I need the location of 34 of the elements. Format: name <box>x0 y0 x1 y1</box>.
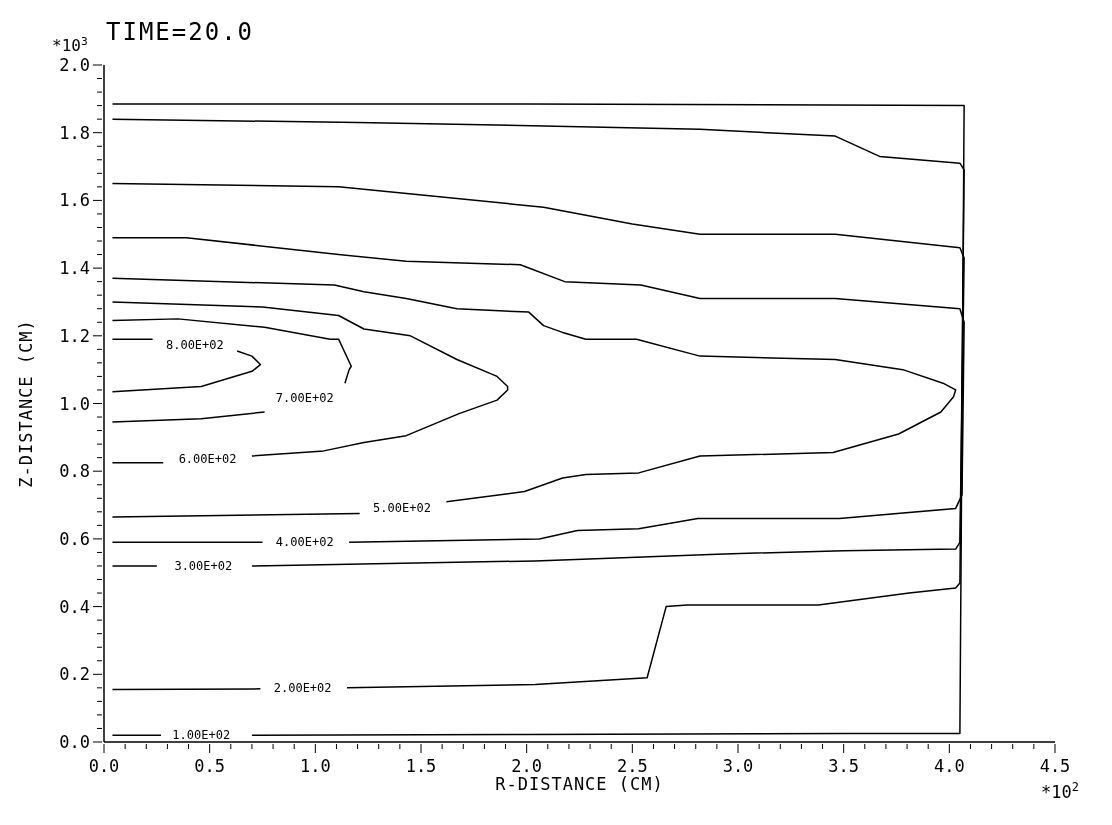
x-tick-label: 1.0 <box>299 756 331 776</box>
x-tick-label: 0.0 <box>88 756 120 776</box>
series-label: 4.00E+02 <box>275 535 334 550</box>
series-label: 7.00E+02 <box>275 390 334 405</box>
y-tick-label: 0.0 <box>59 732 90 752</box>
x-tick-label: 2.5 <box>616 756 648 776</box>
series-label: 3.00E+02 <box>174 558 233 573</box>
x-axis-title: R-DISTANCE (CM) <box>495 774 664 794</box>
y-tick-label: 1.4 <box>59 258 90 279</box>
y-tick-label: 1.8 <box>59 122 90 143</box>
x-tick-label: 1.5 <box>405 756 437 776</box>
y-tick-label: 1.6 <box>59 190 90 211</box>
y-tick-label: 0.2 <box>59 664 90 685</box>
chart-title: TIME=20.0 <box>106 18 255 46</box>
x-tick-label: 4.0 <box>933 756 965 776</box>
series-label: 5.00E+02 <box>373 500 431 515</box>
y-tick-label: 0.4 <box>59 596 90 617</box>
x-tick-label: 0.5 <box>194 756 226 776</box>
x-tick-label: 3.0 <box>722 756 754 776</box>
x-tick-label: 3.5 <box>828 756 860 776</box>
y-tick-label: 2.0 <box>59 55 90 75</box>
y-axis-title: Z-DISTANCE (CM) <box>16 319 36 488</box>
series-label: 8.00E+02 <box>165 338 224 353</box>
x-tick-label: 4.5 <box>1039 756 1071 776</box>
y-tick-label: 0.6 <box>59 528 90 549</box>
text: *10$^{3}$ <box>52 34 88 55</box>
series-label: 6.00E+02 <box>178 452 237 467</box>
series-label: 2.00E+02 <box>273 681 332 696</box>
y-tick-label: 1.0 <box>59 393 90 414</box>
y-tick-label: 0.8 <box>59 461 90 482</box>
x-tick-label: 2.0 <box>511 756 543 776</box>
series-label: 1.00E+02 <box>172 728 231 743</box>
text: *10$^{2}$ <box>1041 780 1079 802</box>
y-tick-label: 1.2 <box>59 325 90 346</box>
